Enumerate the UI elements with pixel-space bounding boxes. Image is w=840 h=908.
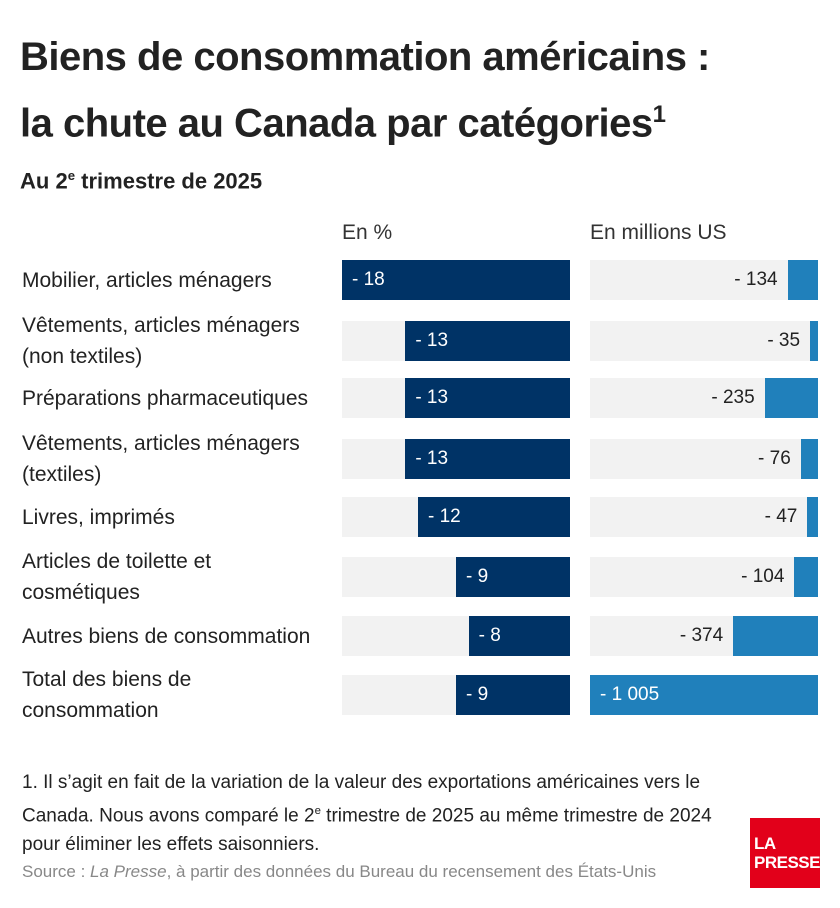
percent-track: - 8 [342, 616, 570, 656]
millions-value-label: - 35 [767, 330, 801, 351]
category-label: Autres biens de consommation [22, 621, 332, 652]
millions-value-label: - 47 [764, 506, 798, 527]
chart-row: Livres, imprimés - 12 - 47 [0, 497, 840, 537]
percent-value-label: - 8 [478, 625, 501, 646]
millions-bar [590, 675, 818, 715]
title-line-2: la chute au Canada par catégories1 [20, 86, 710, 152]
source-text: , à partir des données du Bureau du rece… [166, 862, 657, 881]
percent-bar [468, 616, 570, 656]
millions-value-label: - 134 [734, 269, 778, 290]
percent-bar [342, 260, 570, 300]
footnote-text: 1. Il s’agit en fait de la variation de … [22, 772, 701, 827]
footnote-sup: e [314, 805, 321, 817]
chart-row: Articles de toilette et cosmétiques - 9 - 1… [0, 550, 840, 604]
logo-line-2: PRESSE [754, 853, 820, 872]
category-label-line: Livres, imprimés [22, 506, 175, 529]
category-label-line: consommation [22, 699, 159, 722]
source-publication: La Presse [90, 862, 167, 881]
millions-track: - 134 [590, 260, 818, 300]
percent-bar [456, 557, 570, 597]
category-label-line: Préparations pharmaceutiques [22, 387, 309, 410]
percent-bar [405, 321, 570, 361]
category-label: Total des biens de consommation [22, 664, 332, 726]
percent-value-label: - 9 [466, 684, 489, 705]
footnote-text-end: trimestre de 2025 au même trimestre de 2… [22, 805, 712, 856]
category-label-line: Vêtements, articles ménagers [22, 432, 300, 455]
footnote: 1. Il s’agit en fait de la variation de … [22, 768, 742, 859]
percent-track: - 13 [342, 439, 570, 479]
millions-track: - 47 [590, 497, 818, 537]
category-label-line: Total des biens de [22, 668, 192, 691]
category-label-line: Autres biens de consommation [22, 625, 311, 648]
title-line-1: Biens de consommation américains : [20, 35, 710, 79]
chart-row: Mobilier, articles ménagers - 18 - 134 [0, 260, 840, 300]
percent-value-label: - 9 [466, 566, 489, 587]
subtitle-text: Au 2 [20, 168, 68, 194]
millions-bar [733, 616, 818, 656]
millions-value-label: - 374 [679, 625, 724, 646]
source-prefix: Source : [22, 862, 91, 881]
millions-bar [807, 497, 818, 537]
percent-bar [456, 675, 570, 715]
percent-track: - 18 [342, 260, 570, 300]
millions-bar [794, 557, 818, 597]
percent-value-label: - 12 [428, 506, 461, 527]
percent-track: - 13 [342, 378, 570, 418]
millions-track: - 76 [590, 439, 818, 479]
millions-bar [764, 378, 818, 418]
millions-track: - 374 [590, 616, 818, 656]
title-line-2-text: la chute au Canada par catégories [20, 101, 653, 146]
category-label: Vêtements, articles ménagers (non textile… [22, 310, 332, 372]
percent-value-label: - 13 [415, 387, 449, 408]
percent-bar [418, 497, 570, 537]
millions-track: - 1 005 [590, 675, 818, 715]
millions-value-label: - 235 [711, 387, 755, 408]
column-header-percent: En % [342, 221, 393, 244]
chart-row: Vêtements, articles ménagers (non textile… [0, 314, 840, 368]
millions-track: - 104 [590, 557, 818, 597]
percent-track: - 9 [342, 557, 570, 597]
percent-value-label: - 13 [415, 330, 449, 351]
millions-value-label: - 104 [741, 566, 785, 587]
la-presse-logo: LA PRESSE [750, 818, 820, 888]
millions-value-label: - 76 [758, 448, 791, 469]
chart-title: Biens de consommation américains : la ch… [20, 28, 710, 152]
percent-bar [405, 439, 570, 479]
subtitle-sup: e [67, 168, 76, 183]
category-label-line: (textiles) [22, 463, 102, 486]
percent-track: - 12 [342, 497, 570, 537]
chart-row: Total des biens de consommation - 9 - 1 005 [0, 668, 840, 722]
category-label: Articles de toilette et cosmétiques [22, 546, 332, 608]
title-footnote-marker: 1 [652, 101, 666, 128]
chart-row: Autres biens de consommation - 8 - 374 [0, 616, 840, 656]
logo-line-1: LA [754, 834, 776, 853]
category-label-line: (non textiles) [22, 345, 143, 368]
chart-row: Vêtements, articles ménagers (textiles) - … [0, 432, 840, 486]
percent-track: - 9 [342, 675, 570, 715]
category-label: Préparations pharmaceutiques [22, 383, 332, 414]
chart-row: Préparations pharmaceutiques - 13 - 235 [0, 378, 840, 418]
millions-track: - 235 [590, 378, 818, 418]
millions-bar [800, 439, 818, 479]
category-label: Mobilier, articles ménagers [22, 265, 332, 296]
category-label: Vêtements, articles ménagers (textiles) [22, 428, 332, 490]
percent-track: - 13 [342, 321, 570, 361]
category-label: Livres, imprimés [22, 502, 332, 533]
column-header-millions: En millions US [590, 221, 727, 244]
chart-subtitle: Au 2e trimestre de 2025 [20, 168, 262, 194]
percent-value-label: - 13 [415, 448, 449, 469]
millions-value-label: - 1 005 [600, 684, 660, 705]
source: Source : La Presse, à partir des données… [22, 862, 656, 882]
subtitle-text-end: trimestre de 2025 [75, 168, 263, 194]
millions-bar [810, 321, 818, 361]
category-label-line: cosmétiques [22, 581, 140, 604]
millions-track: - 35 [590, 321, 818, 361]
category-label-line: Articles de toilette et [22, 550, 212, 573]
percent-bar [405, 378, 570, 418]
percent-value-label: - 18 [352, 269, 385, 290]
millions-bar [787, 260, 818, 300]
category-label-line: Mobilier, articles ménagers [22, 269, 272, 292]
category-label-line: Vêtements, articles ménagers [22, 314, 300, 337]
